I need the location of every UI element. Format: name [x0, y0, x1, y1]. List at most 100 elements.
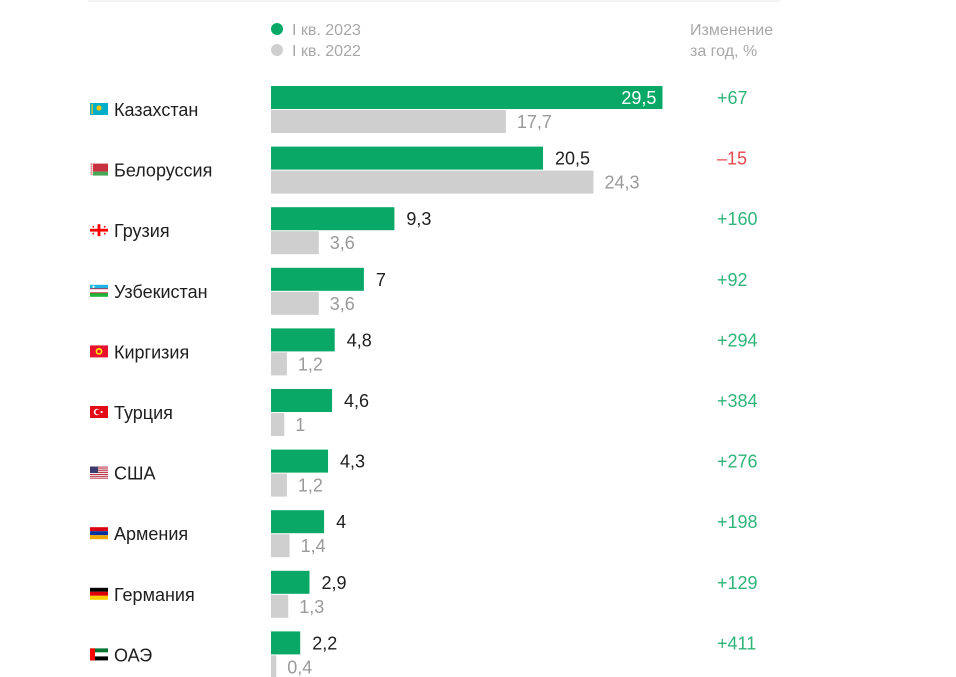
change-label: +67	[717, 88, 748, 108]
kazakhstan-flag-icon	[90, 103, 108, 115]
georgia-flag-icon-part	[103, 232, 106, 235]
kyrgyzstan-flag-icon-ring	[97, 349, 101, 354]
bar-2023	[271, 449, 329, 473]
value-label-2023: 9,3	[406, 209, 431, 229]
georgia-flag-icon-part	[92, 232, 95, 235]
bar-2022	[271, 110, 506, 133]
belarus-flag-icon-part	[90, 167, 93, 169]
usa-flag-icon-part	[90, 477, 108, 479]
value-label-2023: 20,5	[555, 149, 590, 169]
value-label-2023: 4,6	[344, 391, 369, 411]
chart-row: Киргизия 4,8 1,2 +294	[90, 328, 758, 376]
value-label-2022: 3,6	[330, 294, 355, 314]
turkey-flag-icon	[90, 406, 108, 418]
value-label-2022: 1,3	[299, 597, 324, 617]
uae-flag-icon	[90, 648, 108, 661]
uzbekistan-flag-icon-part	[90, 288, 108, 290]
change-label: +198	[717, 512, 758, 532]
value-label-2023: 2,9	[321, 573, 346, 593]
belarus-flag-icon-part	[90, 165, 93, 167]
uzbekistan-flag-icon-part	[90, 288, 108, 293]
uzbekistan-flag-icon-part	[90, 292, 108, 297]
bar-2022	[271, 170, 594, 194]
bar-2022	[271, 655, 277, 677]
chart-row: Грузия 9,3 3,6 +160	[90, 207, 758, 255]
usa-flag-icon-part	[90, 466, 98, 473]
bar-2022	[271, 352, 287, 376]
change-header-line-1: Изменение	[690, 22, 773, 39]
legend-swatch-2023	[271, 23, 283, 35]
uzbekistan-flag-icon-part	[90, 292, 108, 294]
bar-2023	[271, 328, 335, 352]
legend-label-2023: I кв. 2023	[292, 22, 361, 39]
belarus-flag-icon-part	[90, 173, 93, 175]
chart-rows: Казахстан 29,5 17,7 +67 Белоруссия 20,5 24,3 –1…	[90, 86, 758, 677]
usa-flag-icon-part	[90, 472, 108, 474]
value-label-2022: 17,7	[517, 112, 552, 132]
uzbekistan-flag-icon-moon	[92, 285, 95, 288]
chart-row: Германия 2,9 1,3 +129	[90, 570, 758, 618]
turkey-flag-icon-star	[100, 410, 103, 414]
change-label: +384	[717, 391, 758, 411]
bar-2022	[271, 291, 319, 315]
usa-flag-icon-part	[90, 468, 108, 470]
chart-row: Узбекистан 7 3,6 +92	[90, 267, 748, 315]
value-label-2023: 29,5	[621, 88, 656, 108]
chart-row: США 4,3 1,2 +276	[90, 449, 758, 497]
country-label: Узбекистан	[114, 282, 208, 302]
value-label-2022: 1	[295, 415, 305, 435]
value-label-2022: 1,4	[301, 536, 326, 556]
bar-2023	[271, 86, 663, 109]
belarus-flag-icon-part	[90, 171, 108, 176]
change-header: Изменение за год, %	[690, 22, 773, 60]
legend: I кв. 2023 I кв. 2022	[271, 22, 361, 60]
country-label: Киргизия	[114, 342, 189, 362]
georgia-flag-icon-part	[90, 228, 108, 232]
change-label: –15	[717, 149, 747, 169]
change-label: +411	[717, 633, 756, 653]
value-label-2023: 4,8	[347, 330, 372, 350]
turkey-flag-icon-crescent-cut	[95, 409, 101, 415]
value-label-2023: 4	[336, 512, 346, 532]
change-label: +276	[717, 452, 758, 472]
value-label-2022: 24,3	[604, 173, 639, 193]
value-label-2022: 0,4	[287, 657, 312, 677]
legend-label-2022: I кв. 2022	[292, 43, 361, 60]
change-label: +294	[717, 330, 758, 350]
belarus-flag-icon-part	[90, 163, 93, 165]
value-label-2022: 1,2	[298, 476, 323, 496]
uae-flag-icon-part	[90, 648, 95, 661]
change-header-line-2: за год, %	[690, 43, 757, 60]
change-label: +129	[717, 573, 758, 593]
uzbekistan-flag-icon	[90, 284, 108, 297]
value-label-2022: 3,6	[330, 233, 355, 253]
bar-2023	[271, 510, 325, 534]
country-label: Казахстан	[114, 100, 198, 120]
bar-2023	[271, 389, 333, 412]
value-label-2023: 4,3	[340, 452, 365, 472]
bar-2023	[271, 267, 364, 291]
usa-flag-icon	[90, 466, 108, 479]
country-label: Белоруссия	[114, 161, 212, 181]
chart-row: ОАЭ 2,20,4 +411	[90, 631, 756, 677]
legend-swatch-2022	[271, 44, 283, 56]
chart-row: Казахстан 29,5 17,7 +67	[90, 86, 748, 133]
country-label: Грузия	[114, 221, 170, 241]
kazakhstan-flag-icon-part	[91, 104, 93, 114]
country-label: США	[114, 464, 156, 484]
usa-flag-icon-part	[90, 473, 108, 475]
belarus-flag-icon-part	[90, 163, 108, 172]
country-label: Германия	[114, 585, 195, 605]
georgia-flag-icon-part	[92, 226, 95, 228]
value-label-2022: 1,2	[298, 354, 323, 374]
usa-flag-icon-part	[90, 475, 108, 477]
value-label-2023: 7	[376, 270, 386, 290]
chart-row: Турция 4,6 1 +384	[90, 389, 758, 436]
bar-2022	[271, 231, 319, 255]
bar-2022	[271, 534, 290, 558]
country-label: ОАЭ	[114, 645, 152, 665]
change-label: +92	[717, 270, 748, 290]
kyrgyzstan-flag-icon	[90, 345, 108, 358]
bar-2023	[271, 570, 310, 594]
